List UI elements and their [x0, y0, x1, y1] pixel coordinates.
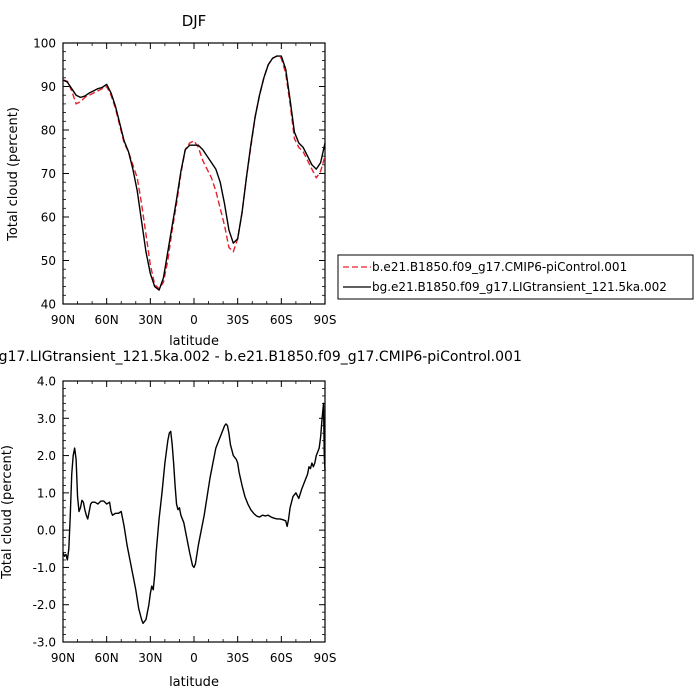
legend-label-control: b.e21.B1850.f09_g17.CMIP6-piControl.001: [372, 260, 627, 274]
bottom-y-tick-label: -2.0: [33, 598, 56, 612]
top-y-tick-label: 70: [41, 167, 56, 181]
bottom-x-tick-label: 60S: [270, 651, 293, 665]
top-y-tick-label: 60: [41, 211, 56, 225]
legend-box: [337, 254, 694, 300]
top-x-tick-label: 60N: [95, 313, 119, 327]
bottom-y-tick-label: 0.0: [37, 524, 56, 538]
top-y-tick-label: 90: [41, 80, 56, 94]
top-x-tick-label: 0: [190, 313, 198, 327]
bottom-x-tick-label: 90S: [314, 651, 337, 665]
bottom-chart-title: bg.e21.B1850.f09_g17.LIGtransient_121.5k…: [0, 349, 522, 365]
bottom-y-tick-label: 2.0: [37, 449, 56, 463]
legend: b.e21.B1850.f09_g17.CMIP6-piControl.001 …: [337, 254, 694, 300]
top-y-axis-label: Total cloud (percent): [6, 107, 21, 242]
bottom-y-tick-label: -3.0: [33, 636, 56, 650]
top-series-line-0: [62, 55, 326, 290]
bottom-y-axis-label: Total cloud (percent): [0, 445, 15, 580]
bottom-x-tick-label: 0: [190, 651, 198, 665]
bottom-y-tick-label: 1.0: [37, 486, 56, 500]
bottom-x-axis-label: latitude: [169, 675, 219, 690]
bottom-x-tick-label: 30N: [138, 651, 162, 665]
top-y-tick-label: 100: [33, 37, 56, 51]
top-x-tick-label: 90N: [51, 313, 75, 327]
bottom-y-tick-label: -1.0: [33, 561, 56, 575]
top-y-tick-label: 40: [41, 298, 56, 312]
bottom-plot-frame: [62, 380, 326, 643]
top-x-tick-label: 60S: [270, 313, 293, 327]
bottom-chart: bg.e21.B1850.f09_g17.LIGtransient_121.5k…: [0, 349, 522, 690]
top-x-tick-label: 30N: [138, 313, 162, 327]
bottom-x-tick-label: 90N: [51, 651, 75, 665]
bottom-x-tick-label: 60N: [95, 651, 119, 665]
top-series-line-1: [62, 55, 326, 291]
legend-label-lig: bg.e21.B1850.f09_g17.LIGtransient_121.5k…: [372, 280, 667, 294]
top-x-tick-label: 30S: [226, 313, 249, 327]
top-y-tick-label: 50: [41, 254, 56, 268]
bottom-x-tick-label: 30S: [226, 651, 249, 665]
bottom-series-line-0: [62, 402, 326, 625]
top-y-tick-label: 80: [41, 124, 56, 138]
bottom-y-tick-label: 3.0: [37, 412, 56, 426]
top-plot-frame: [62, 42, 326, 305]
top-chart-title: DJF: [182, 12, 207, 30]
top-x-tick-label: 90S: [314, 313, 337, 327]
bottom-y-tick-label: 4.0: [37, 375, 56, 389]
top-x-axis-label: latitude: [169, 334, 219, 349]
